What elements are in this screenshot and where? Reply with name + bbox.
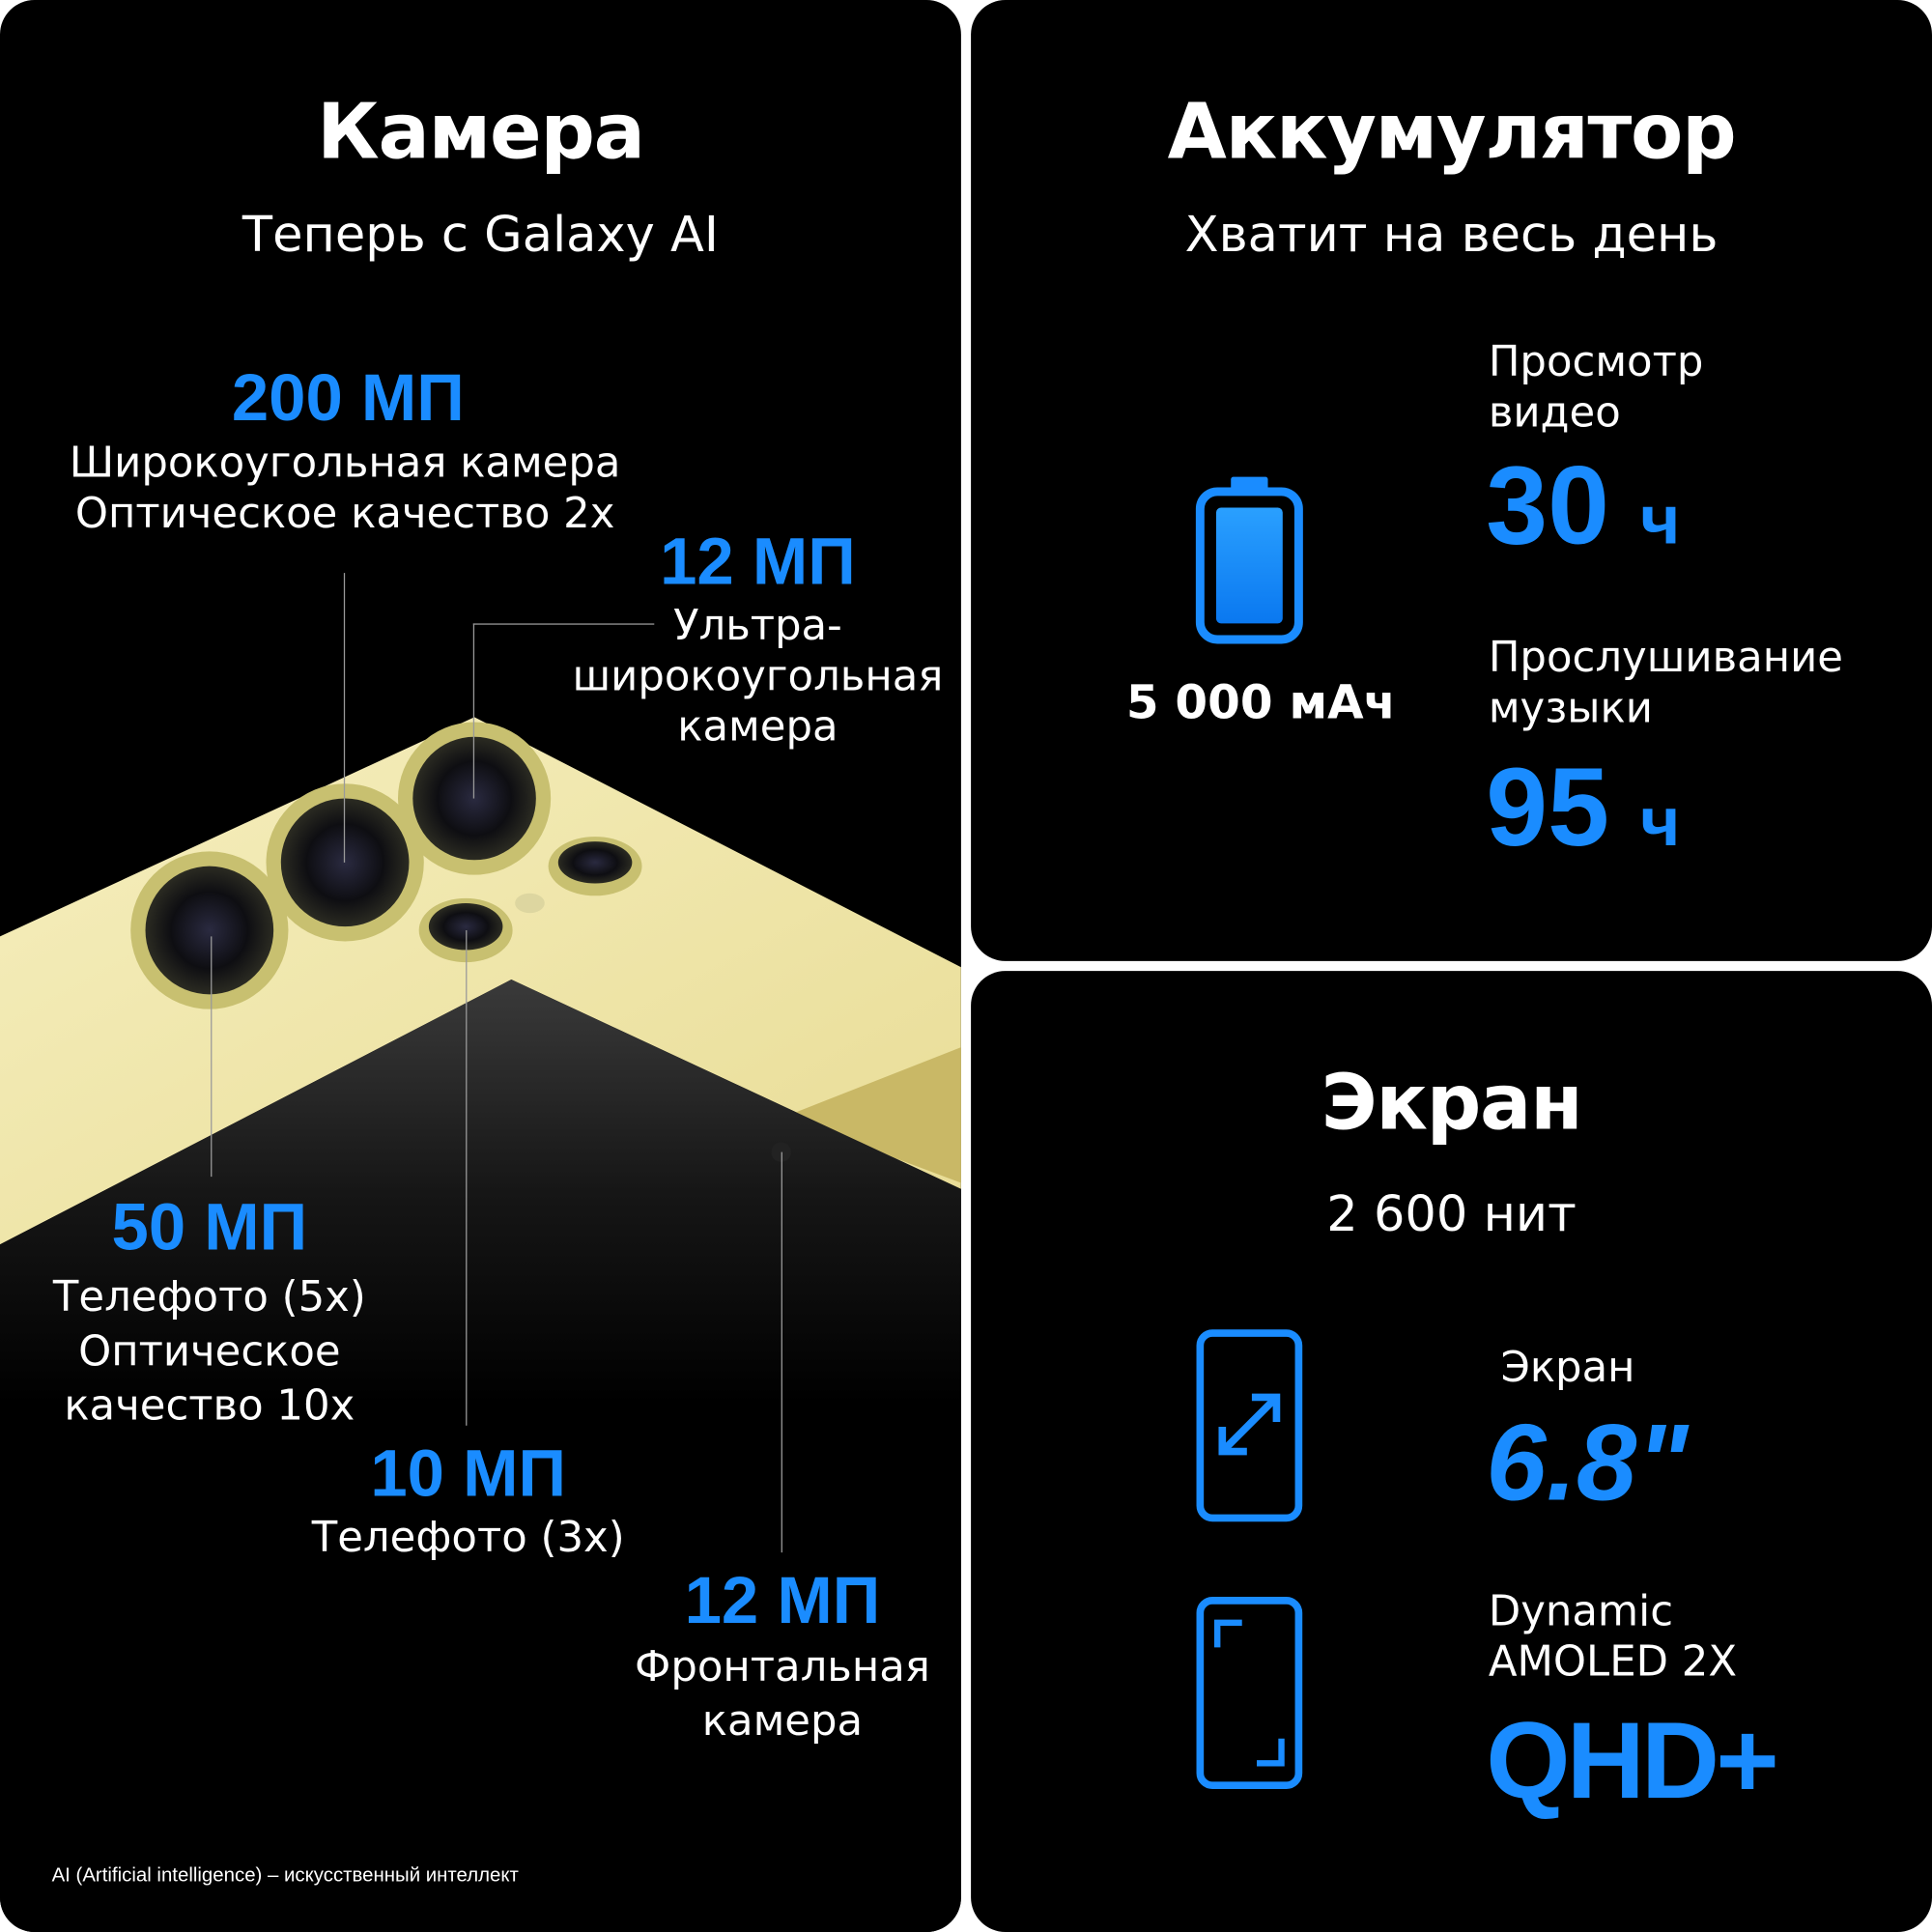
- spec-value: 200 МП: [231, 360, 465, 436]
- screen-size-icon: [1196, 1329, 1303, 1522]
- screen-resolution-icon: [1196, 1597, 1303, 1790]
- screen-size-label: Экран: [1500, 1343, 1635, 1393]
- footnote: AI (Artificial intelligence) – искусстве…: [51, 1865, 519, 1887]
- spec-value: 50 МП: [111, 1190, 308, 1264]
- camera-panel: Камера Теперь с Galaxy AI 200 МП Широкоу…: [0, 0, 961, 1932]
- display-panel: Экран 2 600 нит Экран 6.8" Dynamic AMOLED…: [971, 971, 1932, 1932]
- battery-panel: Аккумулятор Хватит на весь день 5 000 мА…: [971, 0, 1932, 961]
- spec-label: Телефото (3x): [311, 1513, 625, 1563]
- battery-title: Аккумулятор: [1167, 86, 1737, 177]
- video-label: Просмотр видео: [1488, 337, 1704, 438]
- music-label: Прослушивание музыки: [1488, 633, 1843, 733]
- spec-label: Широкоугольная камера Оптическое качество…: [69, 439, 621, 539]
- spec-label: Ультра-широкоугольная камера: [572, 601, 944, 753]
- spec-label: Телефото (5x) Оптическое качество 10x: [52, 1272, 366, 1431]
- display-subtitle: 2 600 нит: [1326, 1186, 1577, 1243]
- battery-capacity: 5 000 мАч: [1125, 674, 1396, 730]
- spec-label: Фронтальная камера: [635, 1642, 930, 1747]
- spec-value: 12 МП: [684, 1563, 881, 1638]
- camera-title: Камера: [317, 86, 645, 177]
- screen-resolution-value: QHD+: [1486, 1698, 1779, 1822]
- camera-subtitle: Теперь с Galaxy AI: [242, 207, 719, 264]
- screen-type-label: Dynamic AMOLED 2X: [1488, 1586, 1738, 1688]
- video-hours: 30 ч: [1486, 444, 1681, 569]
- screen-size-value: 6.8": [1486, 1401, 1689, 1523]
- camera-lenses: [130, 722, 791, 1162]
- battery-full-icon: [1195, 476, 1303, 644]
- battery-subtitle: Хватит на весь день: [1184, 207, 1719, 264]
- spec-value: 12 МП: [660, 525, 856, 599]
- music-hours: 95 ч: [1486, 746, 1681, 870]
- display-title: Экран: [1321, 1057, 1583, 1148]
- spec-value: 10 МП: [370, 1436, 567, 1511]
- phone-illustration: [0, 717, 961, 1932]
